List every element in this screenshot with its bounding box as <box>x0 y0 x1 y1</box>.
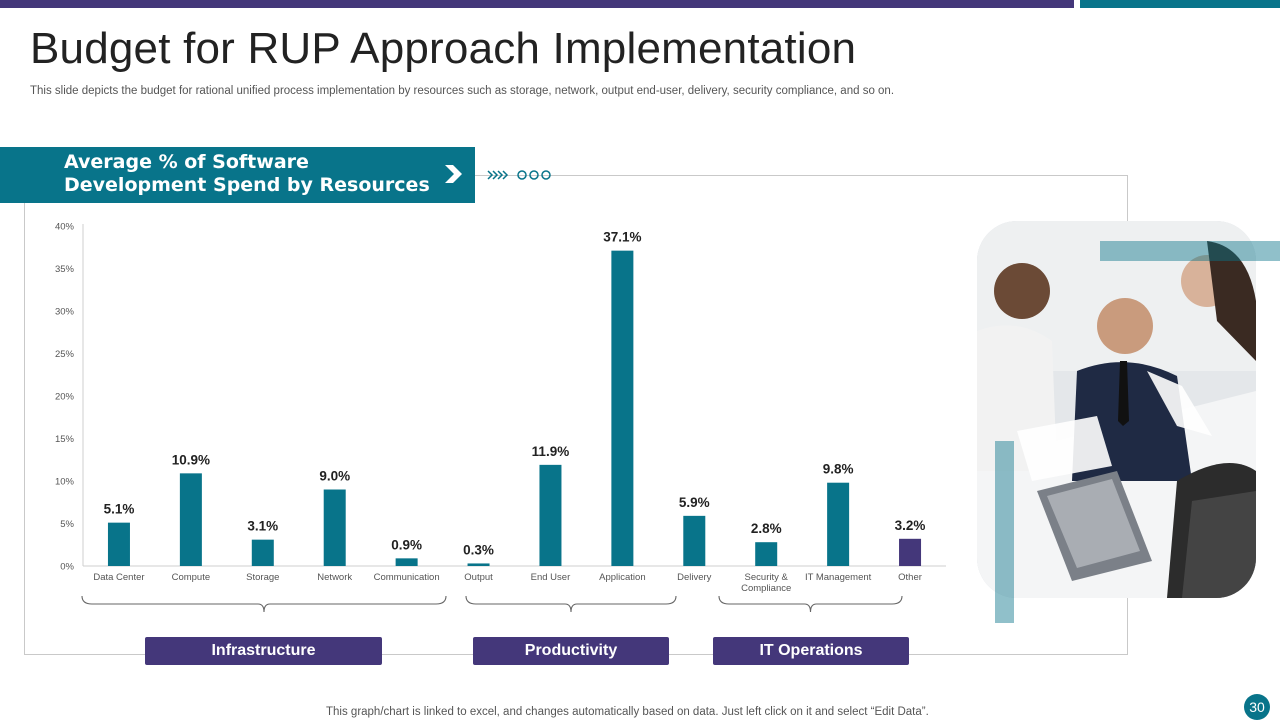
page-title: Budget for RUP Approach Implementation <box>30 24 857 73</box>
brace-infrastructure <box>81 595 447 613</box>
chevron-right-icon <box>445 165 462 183</box>
y-tick-label: 15% <box>55 434 75 445</box>
bar <box>467 563 490 566</box>
y-tick-label: 30% <box>55 307 75 318</box>
chart-title-banner <box>0 147 475 203</box>
y-tick-label: 10% <box>55 477 75 488</box>
team-meeting-photo <box>977 221 1256 598</box>
x-tick-label: End User <box>531 572 571 583</box>
y-tick-label: 25% <box>55 349 75 360</box>
bar <box>827 482 850 566</box>
data-label: 2.8% <box>751 521 782 536</box>
x-tick-label: Communication <box>374 572 440 583</box>
bar <box>395 558 418 566</box>
data-label: 37.1% <box>603 230 641 245</box>
x-tick-label: Data Center <box>93 572 144 583</box>
data-label: 9.0% <box>319 469 350 484</box>
footnote: This graph/chart is linked to excel, and… <box>326 706 929 718</box>
top-accent-bar-purple <box>0 0 1074 8</box>
data-label: 11.9% <box>532 444 570 459</box>
y-tick-label: 0% <box>60 562 74 573</box>
x-tick-label: Output <box>464 572 493 583</box>
x-tick-label: Other <box>898 572 922 583</box>
x-tick-label: IT Management <box>805 572 872 583</box>
data-label: 5.9% <box>679 495 710 510</box>
bar <box>683 515 706 566</box>
x-tick-label: Network <box>317 572 352 583</box>
x-tick-label: Delivery <box>677 572 712 583</box>
data-label: 3.2% <box>895 518 926 533</box>
y-tick-label: 35% <box>55 264 75 275</box>
brace-productivity <box>465 595 677 613</box>
group-label-it-operations: IT Operations <box>713 637 909 665</box>
bar <box>251 539 274 566</box>
data-label: 10.9% <box>172 452 210 467</box>
decorative-teal-bar-vertical <box>995 441 1014 623</box>
bar <box>323 489 346 566</box>
data-label: 9.8% <box>823 462 854 477</box>
y-tick-label: 20% <box>55 392 75 403</box>
photo-illustration <box>977 221 1256 598</box>
y-tick-label: 5% <box>60 519 74 530</box>
bar <box>107 522 130 566</box>
bar <box>539 464 562 566</box>
x-tick-label: Compute <box>172 572 211 583</box>
decorative-teal-bar-horizontal <box>1100 241 1280 261</box>
data-label: 5.1% <box>104 502 135 517</box>
x-tick-label: Storage <box>246 572 279 583</box>
brace-it-operations <box>718 595 903 613</box>
bar <box>611 250 634 566</box>
decorative-chevrons-circles <box>487 170 551 180</box>
bar <box>179 473 202 566</box>
group-label-productivity: Productivity <box>473 637 669 665</box>
y-tick-label: 40% <box>55 222 75 233</box>
data-label: 0.9% <box>391 537 422 552</box>
page-number: 30 <box>1244 694 1270 720</box>
bar <box>899 538 922 566</box>
group-label-infrastructure: Infrastructure <box>145 637 382 665</box>
page-subtitle: This slide depicts the budget for ration… <box>30 85 895 97</box>
top-accent-bar-teal <box>1080 0 1280 8</box>
x-tick-label: Security & Compliance <box>741 572 791 594</box>
bar <box>755 542 778 566</box>
x-tick-label: Application <box>599 572 645 583</box>
data-label: 3.1% <box>247 519 278 534</box>
chart-title-text: Average % of Software Development Spend … <box>64 151 430 196</box>
data-label: 0.3% <box>463 542 494 557</box>
